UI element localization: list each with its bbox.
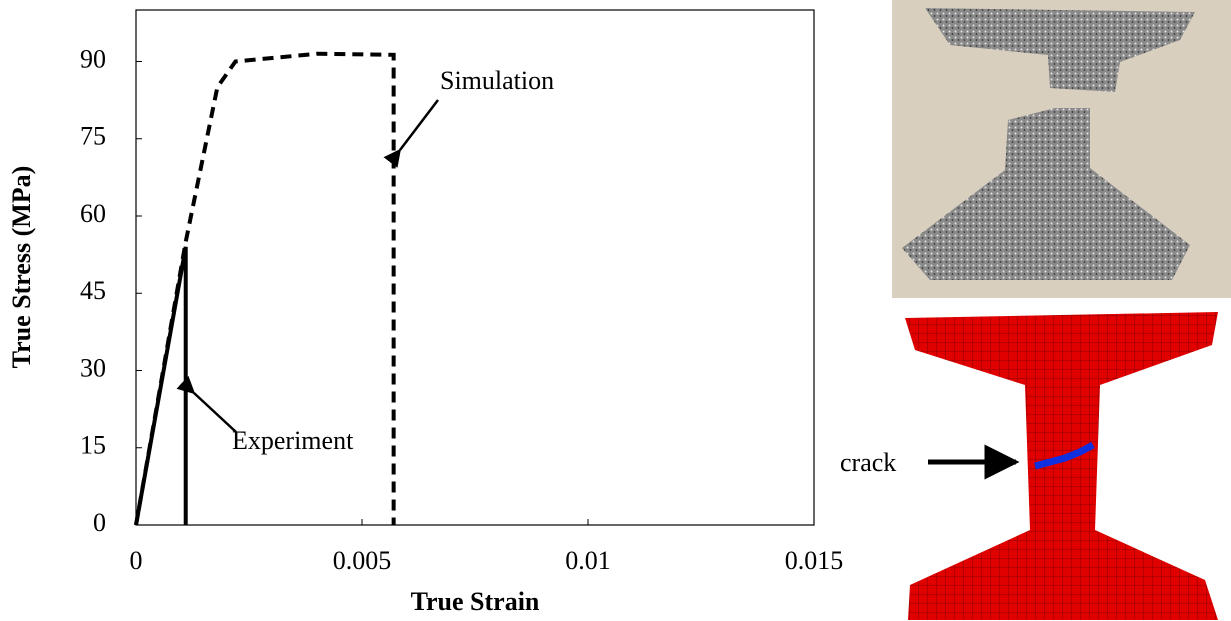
- y-tick-label: 60: [80, 199, 106, 228]
- specimen-photo: [892, 0, 1231, 298]
- annotation: Experiment: [232, 426, 354, 455]
- y-tick-label: 75: [80, 122, 106, 151]
- y-tick-label: 30: [80, 353, 106, 382]
- plot-frame: [135, 9, 815, 526]
- y-axis-label: True Stress (MPa): [7, 166, 36, 369]
- x-axis-label: True Strain: [411, 587, 540, 616]
- series-line: [134, 51, 396, 526]
- crack-label: crack: [840, 448, 896, 477]
- y-tick-label: 0: [93, 508, 106, 537]
- y-tick-label: 45: [80, 276, 106, 305]
- annotation: Simulation: [440, 66, 554, 95]
- annotation-arrow: [383, 99, 439, 168]
- x-tick-label: 0.01: [565, 546, 611, 575]
- y-tick-label: 15: [80, 431, 106, 460]
- annotation-arrow: [176, 375, 237, 433]
- x-tick-label: 0.015: [785, 546, 844, 575]
- x-tick-label: 0.005: [333, 546, 392, 575]
- y-tick-label: 90: [80, 44, 106, 73]
- fe-mesh: [905, 312, 1218, 620]
- x-tick-label: 0: [130, 546, 143, 575]
